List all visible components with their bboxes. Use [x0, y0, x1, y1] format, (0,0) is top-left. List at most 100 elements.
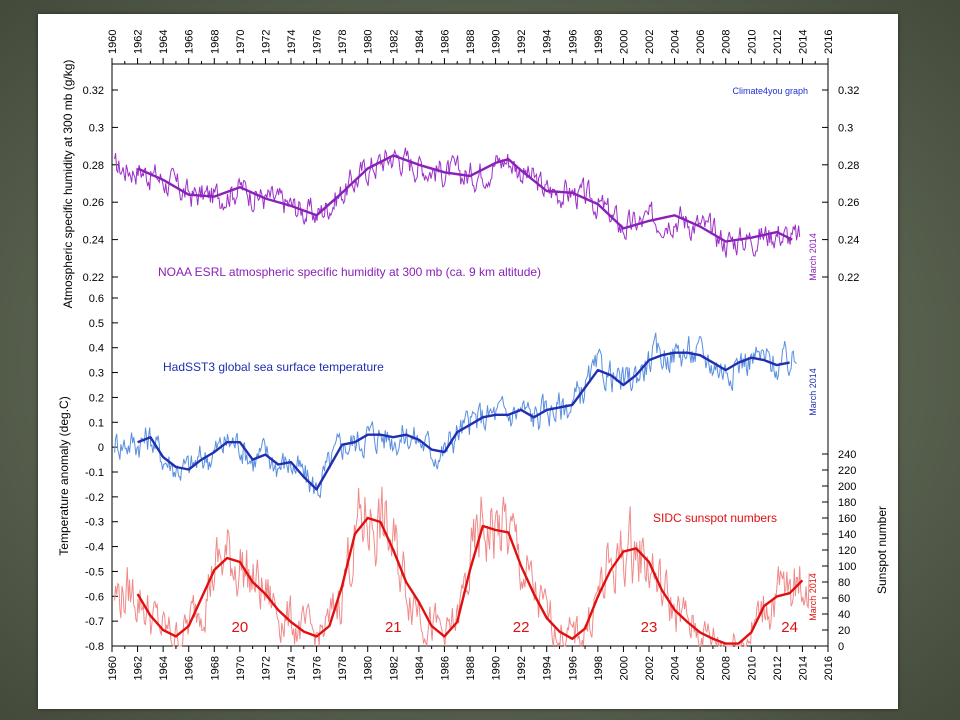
- x-tick-label-top: 2004: [670, 30, 682, 54]
- y-axis-label-humidity: Atmospheric specific humidity at 300 mb …: [61, 60, 75, 309]
- x-tick-label-bottom: 1996: [567, 656, 579, 680]
- y-tick-label-right: 0.24: [838, 235, 859, 247]
- x-tick-label-bottom: 2000: [618, 656, 630, 680]
- x-tick-label-bottom: 2008: [721, 656, 733, 680]
- x-tick-label-bottom: 1986: [439, 656, 451, 680]
- x-tick-label-bottom: 1984: [414, 656, 426, 680]
- y-tick-label-right: 120: [838, 545, 856, 557]
- y-tick-label-left: 0.26: [83, 197, 104, 209]
- x-tick-label-top: 1990: [491, 30, 503, 54]
- x-tick-label-top: 1976: [312, 30, 324, 54]
- cycle-label: 21: [385, 619, 402, 636]
- cycle-label: 22: [513, 619, 530, 636]
- cycle-label: 23: [641, 619, 658, 636]
- y-tick-label-right: 0.26: [838, 197, 859, 209]
- y-tick-label-right: 100: [838, 561, 856, 573]
- y-tick-label-left: 0.28: [83, 160, 104, 172]
- panel-title-sst: HadSST3 global sea surface temperature: [163, 360, 384, 374]
- y-tick-label-left: -0.1: [85, 467, 104, 479]
- x-tick-label-top: 1998: [593, 30, 605, 54]
- y-tick-label-right: 0.32: [838, 85, 859, 97]
- end-date-label-humidity: March 2014: [808, 233, 818, 281]
- x-tick-label-top: 2008: [721, 30, 733, 54]
- panel-title-sunspots: SIDC sunspot numbers: [653, 511, 777, 525]
- x-tick-label-bottom: 2006: [695, 656, 707, 680]
- x-tick-label-top: 1960: [107, 30, 119, 54]
- y-tick-label-right: 0.22: [838, 272, 859, 284]
- x-tick-label-top: 2010: [746, 30, 758, 54]
- y-tick-label-right: 60: [838, 593, 850, 605]
- y-tick-label-left: 0.4: [89, 343, 104, 355]
- x-tick-label-bottom: 1974: [286, 656, 298, 680]
- x-tick-label-bottom: 1966: [184, 656, 196, 680]
- x-tick-label-top: 2014: [797, 30, 809, 54]
- x-tick-label-bottom: 2004: [670, 656, 682, 680]
- series-smooth-sst: [137, 351, 790, 491]
- y-tick-label-left: 0.5: [89, 318, 104, 330]
- x-tick-label-bottom: 1980: [363, 656, 375, 680]
- y-tick-label-right: 220: [838, 465, 856, 477]
- x-tick-label-bottom: 1960: [107, 656, 119, 680]
- x-tick-label-bottom: 1962: [133, 656, 145, 680]
- y-tick-label-right: 140: [838, 529, 856, 541]
- cycle-label: 20: [232, 619, 249, 636]
- y-axis-label-sst: Temperature anomaly (deg.C): [57, 396, 71, 555]
- x-tick-label-bottom: 1978: [337, 656, 349, 680]
- y-tick-label-left: -0.7: [85, 616, 104, 628]
- end-date-label-sunspots: March 2014: [808, 573, 818, 621]
- y-tick-label-left: -0.2: [85, 492, 104, 504]
- y-tick-label-right: 180: [838, 497, 856, 509]
- y-tick-label-right: 40: [838, 609, 850, 621]
- x-tick-label-top: 1962: [133, 30, 145, 54]
- x-tick-label-top: 1980: [363, 30, 375, 54]
- y-tick-label-left: -0.4: [85, 542, 104, 554]
- x-tick-label-bottom: 2016: [823, 656, 835, 680]
- x-tick-label-top: 2012: [772, 30, 784, 54]
- y-tick-label-right: 0: [838, 641, 844, 653]
- climate-chart: 1960 1960 1962 1962 1964 1964 1966 1966 1968 1968…: [57, 30, 889, 681]
- y-tick-label-right: 200: [838, 481, 856, 493]
- y-tick-label-left: -0.6: [85, 591, 104, 603]
- series-smooth-sunspots: [136, 516, 804, 645]
- x-tick-label-top: 1968: [209, 30, 221, 54]
- x-tick-label-top: 1986: [439, 30, 451, 54]
- y-tick-label-right: 0.28: [838, 160, 859, 172]
- x-tick-label-top: 1964: [158, 30, 170, 54]
- x-tick-label-top: 2016: [823, 30, 835, 54]
- x-tick-label-bottom: 1988: [465, 656, 477, 680]
- x-tick-label-top: 1978: [337, 30, 349, 54]
- x-tick-label-bottom: 1972: [260, 656, 272, 680]
- y-tick-label-right: 20: [838, 625, 850, 637]
- x-tick-label-top: 1994: [542, 30, 554, 54]
- panel-title-humidity: NOAA ESRL atmospheric specific humidity …: [158, 265, 541, 279]
- end-date-label-sst: March 2014: [808, 368, 818, 416]
- x-tick-label-top: 2002: [644, 30, 656, 54]
- series-raw-humidity: [114, 147, 801, 258]
- x-tick-label-top: 1970: [235, 30, 247, 54]
- panel-sunspots: 0 20 40 60 80 100 120 140 160 180 200 220 240 Sunspot…: [114, 449, 889, 653]
- y-tick-label-left: 0.6: [89, 293, 104, 305]
- x-tick-label-bottom: 1992: [516, 656, 528, 680]
- y-tick-label-left: 0.1: [89, 417, 104, 429]
- x-tick-label-top: 1988: [465, 30, 477, 54]
- panel-sst: -0.8 -0.7 -0.6 -0.5 -0.4 -0.3 -0.2 -0.1 0 0.1 0.2 0…: [57, 293, 818, 653]
- x-tick-label-top: 1992: [516, 30, 528, 54]
- series-smooth-humidity: [137, 154, 793, 243]
- y-tick-label-right: 160: [838, 513, 856, 525]
- x-tick-label-top: 1996: [567, 30, 579, 54]
- x-tick-label-bottom: 1990: [491, 656, 503, 680]
- cycle-label: 24: [781, 619, 798, 636]
- x-tick-label-top: 1982: [388, 30, 400, 54]
- y-tick-label-right: 80: [838, 577, 850, 589]
- x-tick-label-bottom: 1976: [312, 656, 324, 680]
- chart-paper: 1960 1960 1962 1962 1964 1964 1966 1966 1968 1968…: [38, 14, 898, 709]
- y-tick-label-right: 0.3: [838, 122, 853, 134]
- y-axis-label-sunspots: Sunspot number: [875, 506, 889, 594]
- x-tick-label-top: 1974: [286, 30, 298, 54]
- x-tick-label-bottom: 2014: [797, 656, 809, 680]
- x-tick-label-top: 1966: [184, 30, 196, 54]
- credit-label: Climate4you graph: [732, 86, 808, 96]
- y-tick-label-left: 0.2: [89, 392, 104, 404]
- x-tick-label-top: 1972: [260, 30, 272, 54]
- y-tick-label-left: -0.8: [85, 641, 104, 653]
